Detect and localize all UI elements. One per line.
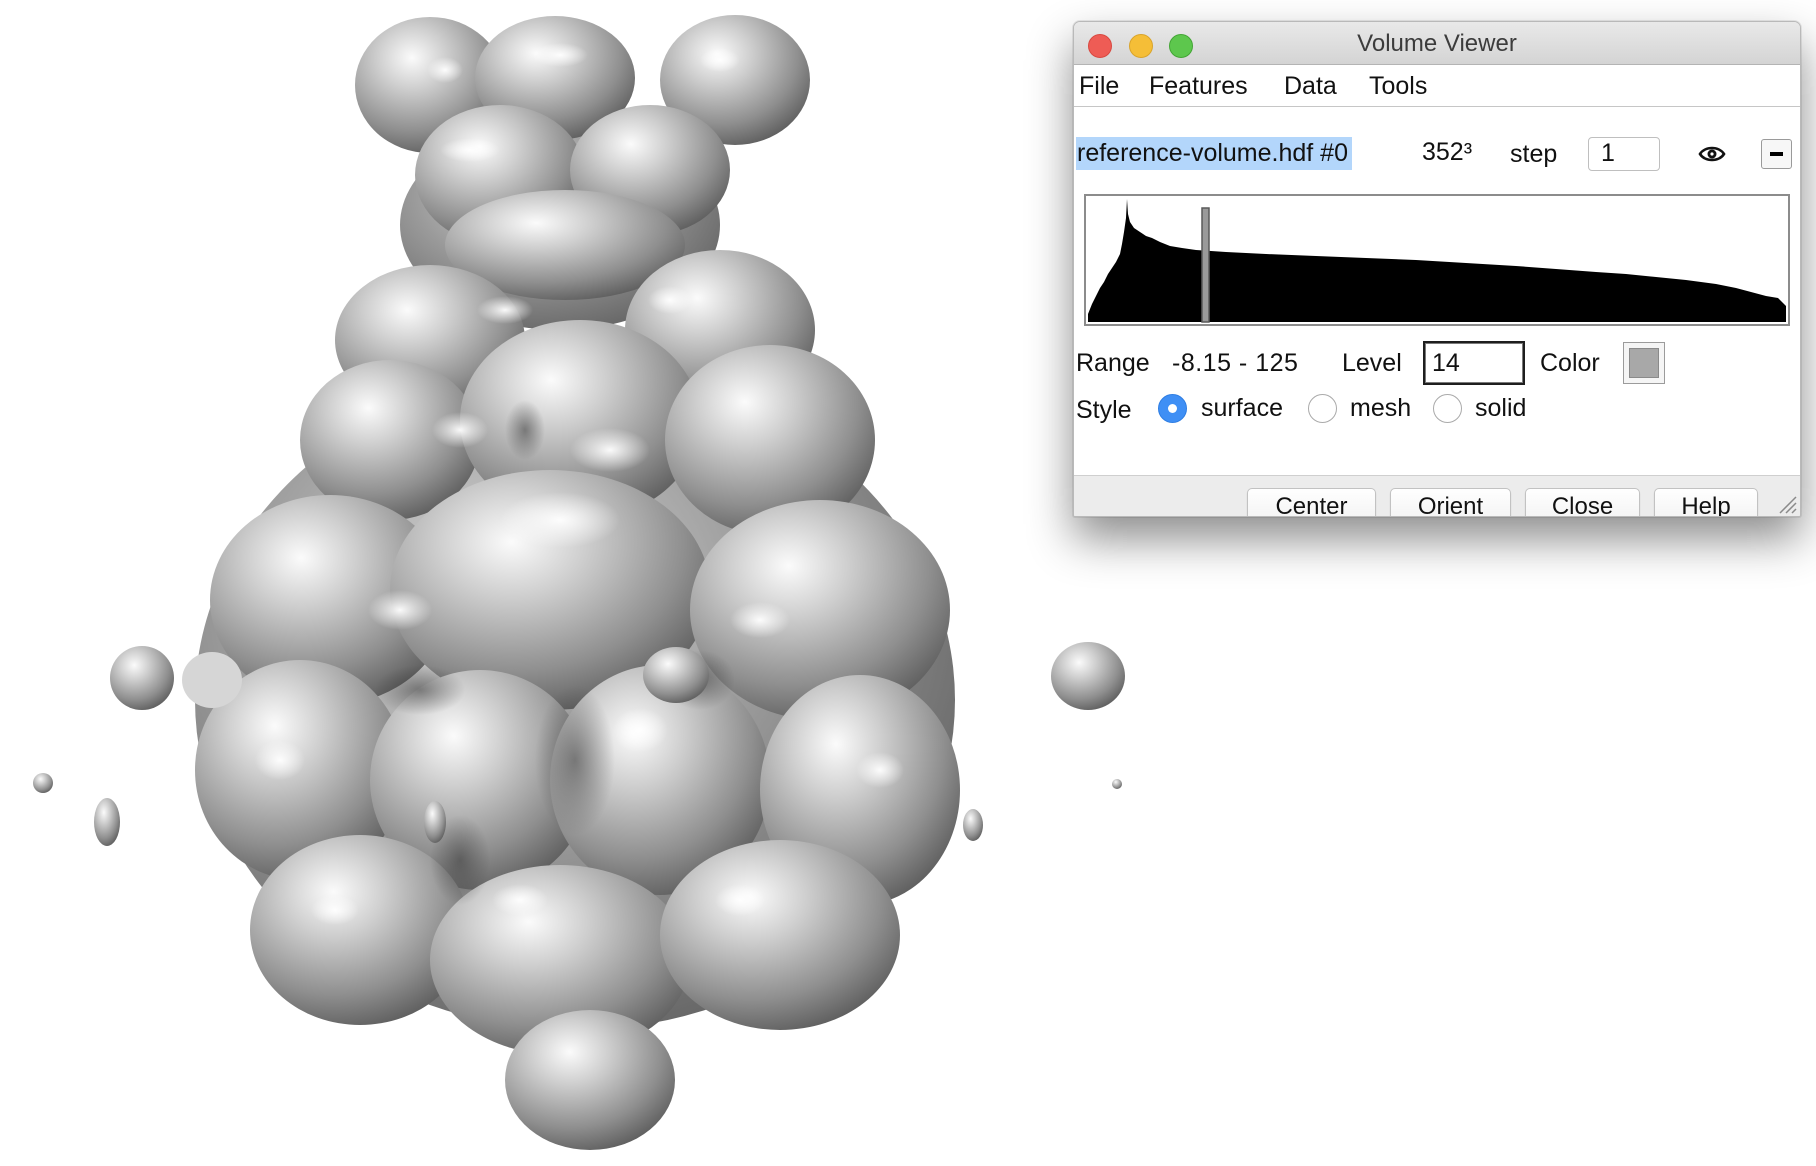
orient-button[interactable]: Orient bbox=[1390, 488, 1511, 516]
menu-data[interactable]: Data bbox=[1284, 72, 1337, 100]
volume-surface-render[interactable] bbox=[0, 0, 1140, 1166]
level-label: Level bbox=[1342, 349, 1402, 377]
step-field[interactable]: 1 bbox=[1588, 137, 1660, 171]
style-mesh-label[interactable]: mesh bbox=[1350, 394, 1412, 422]
range-label: Range bbox=[1076, 349, 1150, 377]
volume-size: 352³ bbox=[1422, 138, 1473, 166]
close-button[interactable]: Close bbox=[1525, 488, 1640, 516]
volume-name[interactable]: reference-volume.hdf #0 bbox=[1076, 137, 1352, 170]
close-window-button[interactable] bbox=[1088, 34, 1112, 58]
collapse-panel-button[interactable] bbox=[1761, 139, 1792, 169]
main-body bbox=[195, 250, 960, 1150]
window-title: Volume Viewer bbox=[1357, 30, 1517, 57]
satellite-blobs bbox=[33, 642, 1125, 846]
menu-tools[interactable]: Tools bbox=[1369, 72, 1428, 100]
range-value: -8.15 - 125 bbox=[1172, 349, 1299, 377]
eye-icon[interactable] bbox=[1697, 143, 1727, 165]
style-solid-radio[interactable] bbox=[1433, 394, 1462, 423]
color-swatch-button[interactable] bbox=[1623, 342, 1665, 384]
help-button[interactable]: Help bbox=[1654, 488, 1758, 516]
menu-file[interactable]: File bbox=[1079, 72, 1120, 100]
menu-features[interactable]: Features bbox=[1149, 72, 1248, 100]
style-label: Style bbox=[1076, 396, 1132, 424]
title-bar[interactable]: Volume Viewer bbox=[1074, 22, 1800, 65]
step-label: step bbox=[1510, 140, 1558, 168]
menu-bar: File Features Data Tools bbox=[1074, 65, 1800, 107]
level-field[interactable]: 14 bbox=[1423, 341, 1525, 385]
histogram-bars bbox=[1088, 199, 1786, 322]
level-marker[interactable] bbox=[1201, 207, 1210, 323]
volume-panel: reference-volume.hdf #0 352³ step 1 Rang… bbox=[1074, 107, 1800, 475]
color-label: Color bbox=[1540, 349, 1600, 377]
style-surface-label[interactable]: surface bbox=[1201, 394, 1283, 422]
style-surface-radio[interactable] bbox=[1158, 394, 1187, 423]
color-swatch-fill bbox=[1629, 348, 1659, 378]
style-mesh-radio[interactable] bbox=[1308, 394, 1337, 423]
zoom-window-button[interactable] bbox=[1169, 34, 1193, 58]
volume-viewer-window: Volume Viewer File Features Data Tools r… bbox=[1073, 21, 1801, 517]
button-bar: Center Orient Close Help bbox=[1074, 475, 1800, 516]
resize-grip-icon[interactable] bbox=[1774, 491, 1798, 515]
style-solid-label[interactable]: solid bbox=[1475, 394, 1527, 422]
center-button[interactable]: Center bbox=[1247, 488, 1376, 516]
minimize-window-button[interactable] bbox=[1129, 34, 1153, 58]
histogram[interactable] bbox=[1084, 194, 1790, 326]
